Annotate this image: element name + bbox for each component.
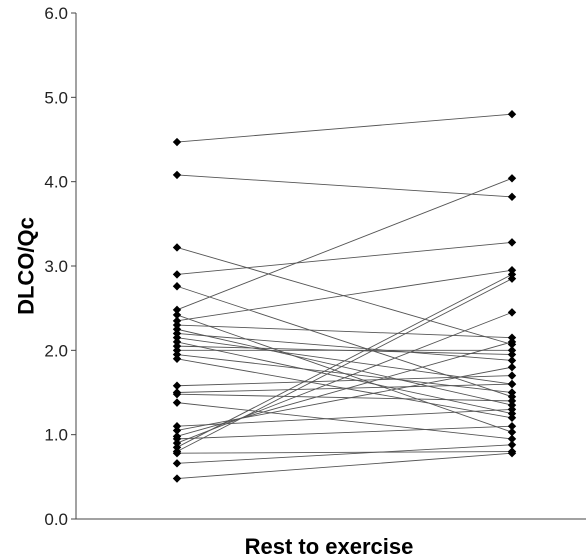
exercise-point	[507, 363, 517, 372]
y-tick-label: 4.0	[44, 173, 68, 192]
rest-point	[172, 449, 182, 458]
rest-point	[172, 337, 182, 347]
exercise-point	[507, 405, 517, 414]
subject-line	[176, 269, 513, 322]
rest-point	[172, 170, 182, 180]
rest-point	[172, 459, 182, 468]
rest-point	[172, 443, 182, 452]
rest-point	[172, 434, 182, 444]
rest-point	[172, 354, 182, 363]
rest-point	[172, 310, 182, 320]
subject-line	[176, 451, 513, 454]
subject-line	[176, 375, 513, 387]
rest-point	[172, 398, 182, 407]
rest-point	[172, 422, 182, 431]
exercise-point	[507, 356, 517, 365]
rest-point	[172, 320, 182, 330]
subject-line	[176, 274, 513, 448]
subject-line	[176, 366, 513, 431]
subject-line	[176, 285, 513, 398]
rest-point	[172, 243, 182, 252]
exercise-point	[507, 270, 517, 279]
rest-point	[172, 270, 182, 279]
y-axis-title: DLCO/Qc	[14, 217, 39, 315]
exercise-point	[507, 266, 517, 275]
rest-point	[172, 381, 182, 390]
exercise-point	[507, 409, 517, 418]
subject-line	[176, 425, 513, 440]
rest-point	[172, 305, 182, 315]
exercise-point	[507, 422, 517, 431]
exercise-point	[507, 371, 517, 380]
x-axis-title: Rest to exercise	[245, 534, 414, 559]
rest-point	[172, 346, 182, 355]
rest-point	[172, 333, 182, 342]
subject-line	[176, 174, 513, 198]
rest-point	[172, 426, 182, 435]
rest-point	[172, 438, 182, 448]
subject-line	[176, 333, 513, 361]
subject-line	[176, 278, 513, 452]
y-tick-label: 1.0	[44, 426, 68, 445]
exercise-point	[507, 333, 517, 342]
exercise-point	[507, 449, 517, 458]
subject-line	[176, 383, 513, 393]
exercise-point	[507, 379, 517, 389]
y-tick-label: 5.0	[44, 88, 68, 107]
exercise-point	[507, 427, 517, 437]
subject-line	[176, 311, 513, 444]
exercise-point	[507, 434, 517, 444]
exercise-point	[507, 413, 517, 422]
exercise-point	[507, 388, 517, 397]
subject-line	[176, 354, 513, 393]
exercise-point	[507, 308, 517, 317]
y-tick-label: 3.0	[44, 257, 68, 276]
exercise-point	[507, 392, 517, 401]
rest-point	[172, 316, 182, 326]
y-tick-label: 0.0	[44, 510, 68, 529]
series-lines	[176, 113, 513, 479]
y-ticks: 0.0 1.0 2.0 3.0 4.0 5.0 6.0	[44, 4, 76, 529]
subject-line	[176, 113, 513, 143]
exercise-point	[507, 192, 517, 202]
subject-line	[176, 177, 513, 311]
rest-point	[172, 389, 182, 399]
rest-point	[172, 350, 182, 359]
exercise-point	[507, 440, 517, 449]
exercise-point	[507, 238, 517, 247]
exercise-point	[507, 174, 517, 183]
exercise-point	[507, 400, 517, 410]
rest-point	[172, 282, 182, 291]
y-tick-label: 6.0	[44, 4, 68, 23]
subject-line	[176, 324, 513, 339]
exercise-point	[507, 350, 517, 359]
subject-line	[176, 393, 513, 402]
y-tick-label: 2.0	[44, 341, 68, 360]
subject-line	[176, 241, 513, 275]
rest-point	[172, 474, 182, 483]
subject-line	[176, 452, 513, 479]
exercise-point	[507, 396, 517, 406]
rest-point	[172, 329, 182, 338]
rest-point	[172, 341, 182, 351]
exercise-point	[507, 337, 517, 347]
subject-line	[176, 328, 513, 406]
subject-line	[176, 402, 513, 440]
subject-line	[176, 444, 513, 464]
subject-line	[176, 408, 513, 427]
markers	[172, 110, 517, 483]
rest-point	[172, 137, 182, 147]
exercise-point	[507, 346, 517, 355]
exercise-point	[507, 274, 517, 283]
rest-point	[172, 325, 182, 334]
exercise-point	[507, 110, 517, 119]
subject-line	[176, 341, 513, 437]
